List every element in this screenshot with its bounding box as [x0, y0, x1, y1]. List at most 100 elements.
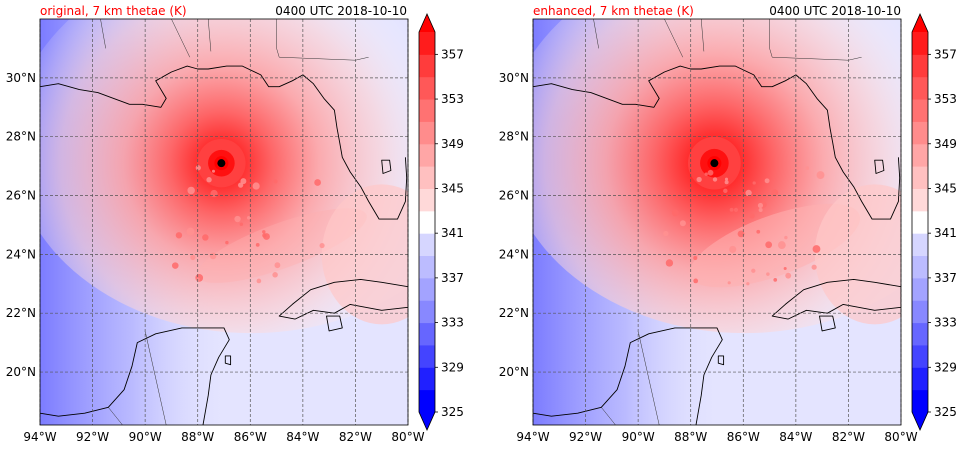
- colorbar-swatch: [419, 76, 435, 100]
- colorbar-original: 325 329 333 337 341 345 349 353 357: [418, 13, 464, 431]
- lon-tick-label: 80°W: [391, 430, 424, 444]
- convective-cell: [195, 165, 201, 171]
- colorbar-swatch: [419, 344, 435, 368]
- colorbar-tick-label: 353: [934, 92, 957, 106]
- lon-tick-label: 94°W: [516, 430, 549, 444]
- map-panel-enhanced: enhanced, 7 km thetae (K) 0400 UTC 2018-…: [499, 4, 918, 444]
- convective-cell: [671, 209, 679, 217]
- colorbar-swatch: [912, 143, 928, 167]
- state-border: [601, 407, 616, 425]
- convective-cell: [255, 243, 260, 247]
- convective-cell: [314, 179, 321, 186]
- lon-tick-label: 82°W: [339, 430, 372, 444]
- colorbar-swatch: [912, 344, 928, 368]
- state-border: [171, 19, 191, 58]
- convective-cell: [693, 256, 698, 261]
- lon-tick-label: 94°W: [23, 430, 56, 444]
- state-border: [276, 19, 369, 61]
- colorbar-tick-label: 341: [934, 226, 957, 240]
- convective-cell: [238, 182, 244, 188]
- lon-tick-label: 88°W: [181, 430, 214, 444]
- longitude-axis: 94°W 92°W 90°W 88°W 86°W 84°W 82°W 80°W: [23, 430, 424, 444]
- colorbar-swatch: [419, 166, 435, 189]
- colorbar-swatch: [912, 277, 928, 301]
- convective-cell: [764, 178, 770, 184]
- colorbar-tick-label: 325: [441, 405, 464, 419]
- moist-plume: [196, 208, 367, 283]
- convective-cell: [724, 177, 729, 181]
- colorbar-swatch: [912, 99, 928, 122]
- convective-cell: [752, 181, 756, 185]
- convective-cell: [240, 178, 247, 185]
- state-border: [207, 19, 212, 52]
- colorbar-swatch: [912, 322, 928, 346]
- moist-plume: [689, 203, 861, 288]
- lon-tick-label: 84°W: [286, 430, 319, 444]
- longitude-axis: 94°W 92°W 90°W 88°W 86°W 84°W 82°W 80°W: [516, 430, 917, 444]
- lon-tick-label: 92°W: [76, 430, 109, 444]
- state-border: [637, 330, 660, 425]
- colorbar-tick-label: 353: [441, 92, 464, 106]
- lat-tick-label: 24°N: [6, 247, 36, 261]
- convective-cell: [262, 230, 266, 234]
- island-coastline: [717, 355, 725, 366]
- latitude-axis: 20°N 22°N 24°N 26°N 28°N 30°N: [6, 71, 36, 379]
- yucatan-coastline: [40, 327, 230, 425]
- colorbar-tick-label: 345: [441, 181, 464, 195]
- convective-cell: [239, 222, 244, 226]
- coastline: [40, 19, 408, 425]
- colorbar-tick-label: 357: [441, 47, 464, 61]
- convective-cell: [756, 229, 761, 234]
- colorbar-swatch: [419, 255, 435, 279]
- thetae-field: [40, 19, 408, 425]
- convective-cell: [765, 241, 773, 249]
- convective-cell: [749, 213, 755, 219]
- colorbar-extend-low: [912, 412, 928, 430]
- convective-cell: [704, 172, 708, 176]
- cuba-coastline: [278, 278, 408, 320]
- convective-cell: [696, 176, 702, 183]
- colorbar-tick-label: 349: [934, 137, 957, 151]
- gulf-coastline: [533, 65, 901, 220]
- island-coastline: [819, 315, 836, 332]
- colorbar-swatch: [912, 188, 928, 212]
- colorbar-tick-label: 337: [934, 271, 957, 285]
- thetae-field: [533, 19, 901, 425]
- storm-center-marker: [217, 159, 226, 168]
- convective-cell: [758, 208, 763, 213]
- yucatan-coastline: [533, 327, 723, 425]
- lon-tick-label: 90°W: [622, 430, 655, 444]
- colorbar-extend-high: [419, 14, 435, 32]
- colorbar-swatch: [912, 76, 928, 100]
- convective-cell: [777, 241, 786, 249]
- convective-cell: [766, 272, 770, 276]
- lat-tick-label: 26°N: [6, 189, 36, 203]
- island-coastline: [326, 315, 343, 332]
- convective-cell: [785, 272, 792, 279]
- convective-cell: [206, 177, 212, 183]
- map-frame: [532, 18, 902, 426]
- colorbar-tick-label: 325: [934, 405, 957, 419]
- state-border: [100, 19, 106, 49]
- convective-cell: [737, 230, 745, 238]
- colorbar-tick-label: 345: [934, 181, 957, 195]
- colorbar-swatch: [912, 166, 928, 189]
- island-coastline: [224, 355, 232, 366]
- convective-cell: [319, 242, 325, 249]
- convective-cell: [751, 268, 756, 273]
- convective-cell: [190, 254, 196, 261]
- colorbar-swatch: [419, 210, 435, 234]
- convective-cell: [727, 281, 731, 285]
- colorbar-swatch: [912, 300, 928, 324]
- convective-cell: [274, 262, 281, 269]
- colorbar-tick-label: 349: [441, 137, 464, 151]
- colorbar-swatch: [419, 143, 435, 167]
- convective-cell: [246, 215, 251, 220]
- convective-cell: [723, 188, 728, 194]
- state-border: [769, 19, 862, 61]
- state-border: [144, 330, 167, 425]
- lat-tick-label: 26°N: [499, 189, 529, 203]
- panel-timestamp: 0400 UTC 2018-10-10: [769, 4, 901, 18]
- colorbar-swatch: [419, 54, 435, 78]
